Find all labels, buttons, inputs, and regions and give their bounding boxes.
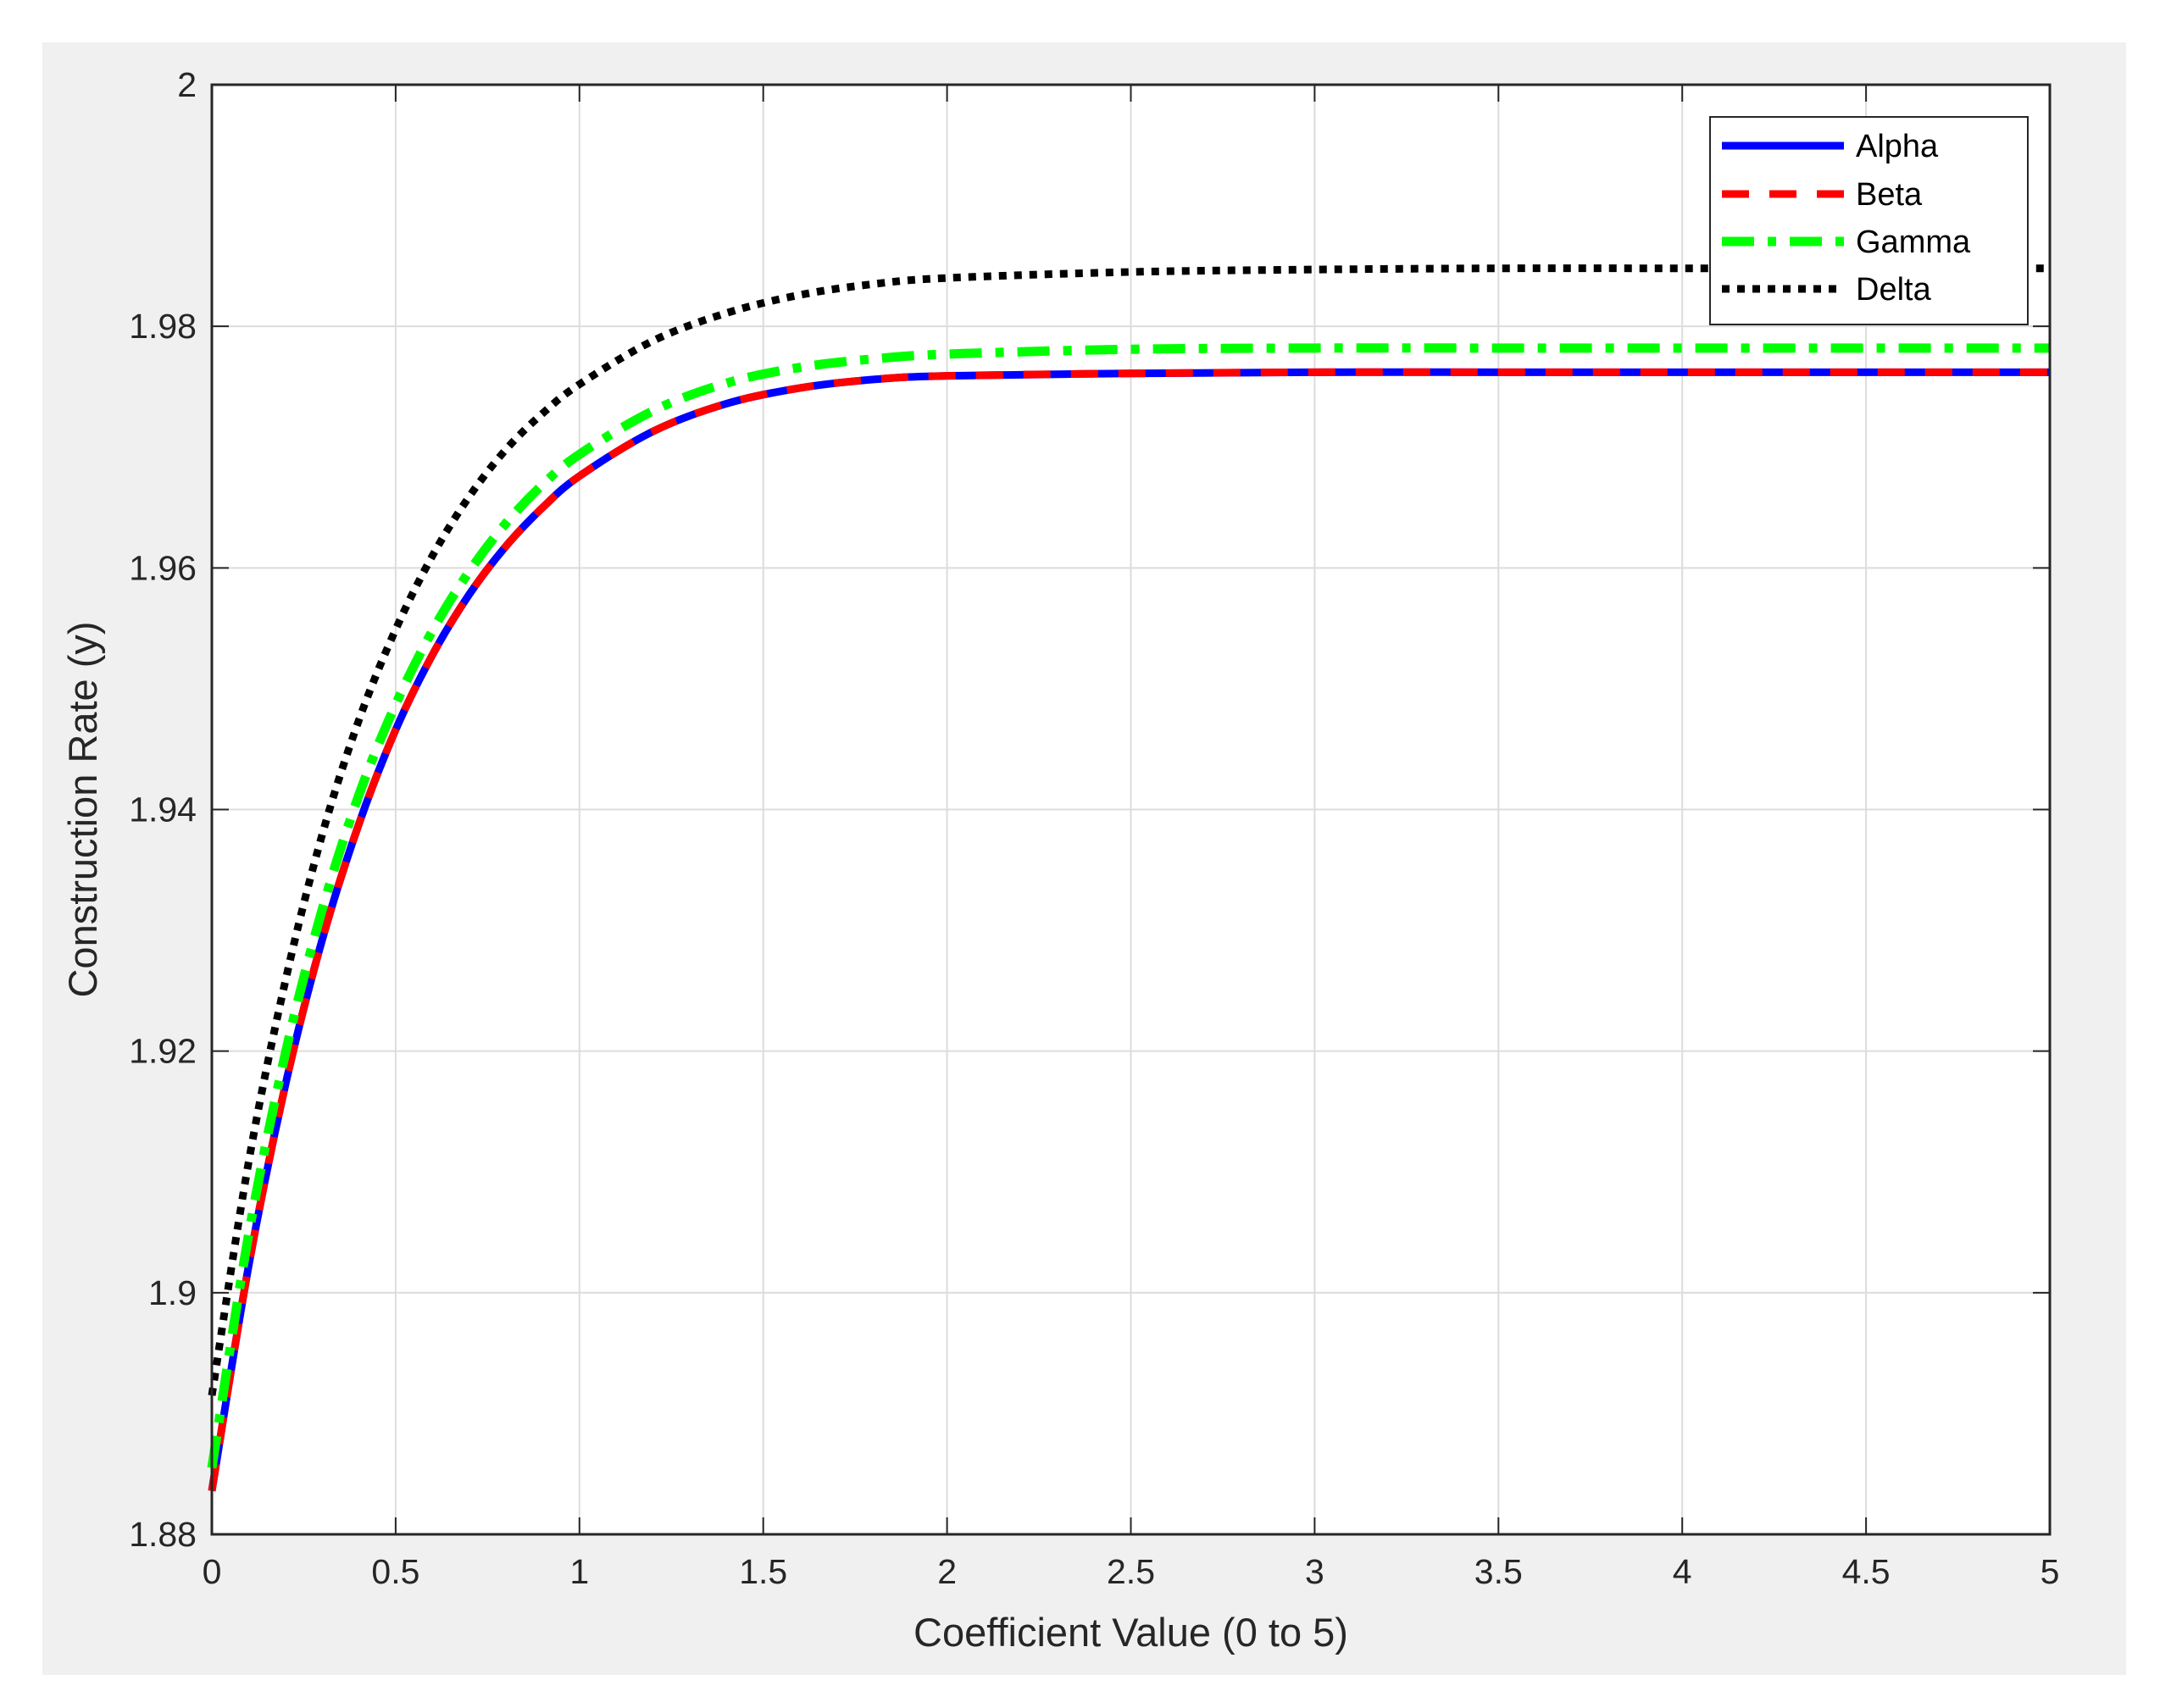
legend-label-beta: Beta xyxy=(1856,177,1923,213)
x-tick-label: 2.5 xyxy=(1107,1552,1155,1591)
y-tick-label: 2 xyxy=(177,65,197,104)
x-tick-label: 3 xyxy=(1305,1552,1324,1591)
x-tick-label: 4.5 xyxy=(1842,1552,1891,1591)
series-line-beta xyxy=(208,368,2050,1492)
x-axis-label: Coefficient Value (0 to 5) xyxy=(913,1610,1348,1655)
y-tick-label: 1.92 xyxy=(129,1032,197,1071)
x-tick-label: 2 xyxy=(937,1552,957,1591)
legend-items: Alpha Beta Gamma Delta xyxy=(1722,129,1971,308)
y-tick-label: 1.96 xyxy=(129,548,197,587)
x-tick-label: 4 xyxy=(1673,1552,1692,1591)
axis-ticks xyxy=(211,84,2051,1535)
legend-box xyxy=(1709,116,2029,325)
x-tick-label: 1 xyxy=(569,1552,589,1591)
tick-labels: 0 0.5 1 1.5 2 2.5 3 3.5 4 4.5 5 1.88 1.9 1.92 1.94 1.96… xyxy=(129,65,2059,1591)
grid-lines xyxy=(212,85,2050,1534)
series-line-delta xyxy=(208,264,2050,1396)
y-tick-label: 1.88 xyxy=(129,1515,197,1554)
series-line-gamma xyxy=(207,343,2050,1469)
legend-label-gamma: Gamma xyxy=(1856,225,1971,260)
series-lines xyxy=(207,264,2050,1492)
legend: Alpha Beta Gamma Delta xyxy=(1709,116,2029,325)
x-tick-label: 3.5 xyxy=(1474,1552,1523,1591)
x-tick-label: 0.5 xyxy=(371,1552,419,1591)
x-tick-label: 0 xyxy=(203,1552,222,1591)
y-tick-label: 1.94 xyxy=(129,790,197,829)
legend-label-alpha: Alpha xyxy=(1856,129,1939,164)
x-tick-label: 5 xyxy=(2041,1552,2060,1591)
y-tick-label: 1.9 xyxy=(148,1273,197,1312)
line-chart: 0 0.5 1 1.5 2 2.5 3 3.5 4 4.5 5 1.88 1.9 1.92 1.94 1.96… xyxy=(60,65,2059,1655)
figure-background: 0 0.5 1 1.5 2 2.5 3 3.5 4 4.5 5 1.88 1.9 1.92 1.94 1.96… xyxy=(42,42,2126,1675)
x-tick-label: 1.5 xyxy=(739,1552,787,1591)
legend-label-delta: Delta xyxy=(1856,272,1932,308)
y-tick-label: 1.98 xyxy=(129,307,197,346)
y-axis-label: Construction Rate (y) xyxy=(60,621,105,997)
